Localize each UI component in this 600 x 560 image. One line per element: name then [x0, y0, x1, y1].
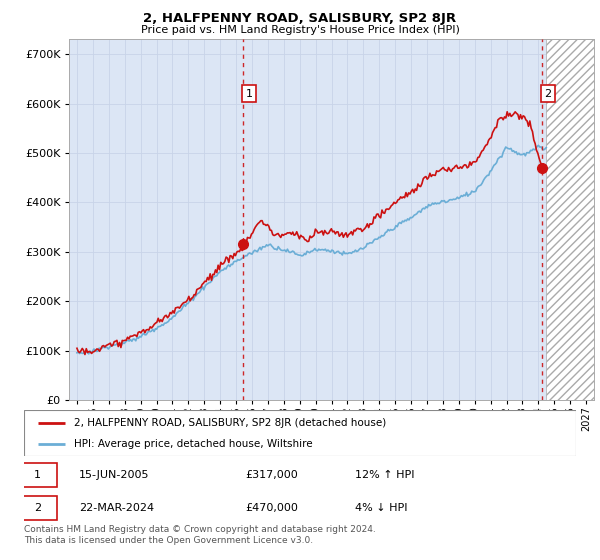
Text: Price paid vs. HM Land Registry's House Price Index (HPI): Price paid vs. HM Land Registry's House …: [140, 25, 460, 35]
Bar: [546, 39, 596, 400]
FancyBboxPatch shape: [19, 496, 57, 520]
Text: 2, HALFPENNY ROAD, SALISBURY, SP2 8JR: 2, HALFPENNY ROAD, SALISBURY, SP2 8JR: [143, 12, 457, 25]
Text: £317,000: £317,000: [245, 470, 298, 480]
Text: 2: 2: [34, 503, 41, 513]
Text: 2, HALFPENNY ROAD, SALISBURY, SP2 8JR (detached house): 2, HALFPENNY ROAD, SALISBURY, SP2 8JR (d…: [74, 418, 386, 428]
Text: £470,000: £470,000: [245, 503, 298, 513]
Text: 1: 1: [246, 88, 253, 99]
Text: 22-MAR-2024: 22-MAR-2024: [79, 503, 154, 513]
FancyBboxPatch shape: [19, 463, 57, 487]
Text: 4% ↓ HPI: 4% ↓ HPI: [355, 503, 408, 513]
Bar: [546, 39, 596, 400]
FancyBboxPatch shape: [24, 410, 576, 456]
Text: Contains HM Land Registry data © Crown copyright and database right 2024.
This d: Contains HM Land Registry data © Crown c…: [24, 525, 376, 545]
Text: 15-JUN-2005: 15-JUN-2005: [79, 470, 150, 480]
Text: 2: 2: [544, 88, 551, 99]
Text: HPI: Average price, detached house, Wiltshire: HPI: Average price, detached house, Wilt…: [74, 440, 313, 450]
Text: 12% ↑ HPI: 12% ↑ HPI: [355, 470, 415, 480]
Text: 1: 1: [34, 470, 41, 480]
